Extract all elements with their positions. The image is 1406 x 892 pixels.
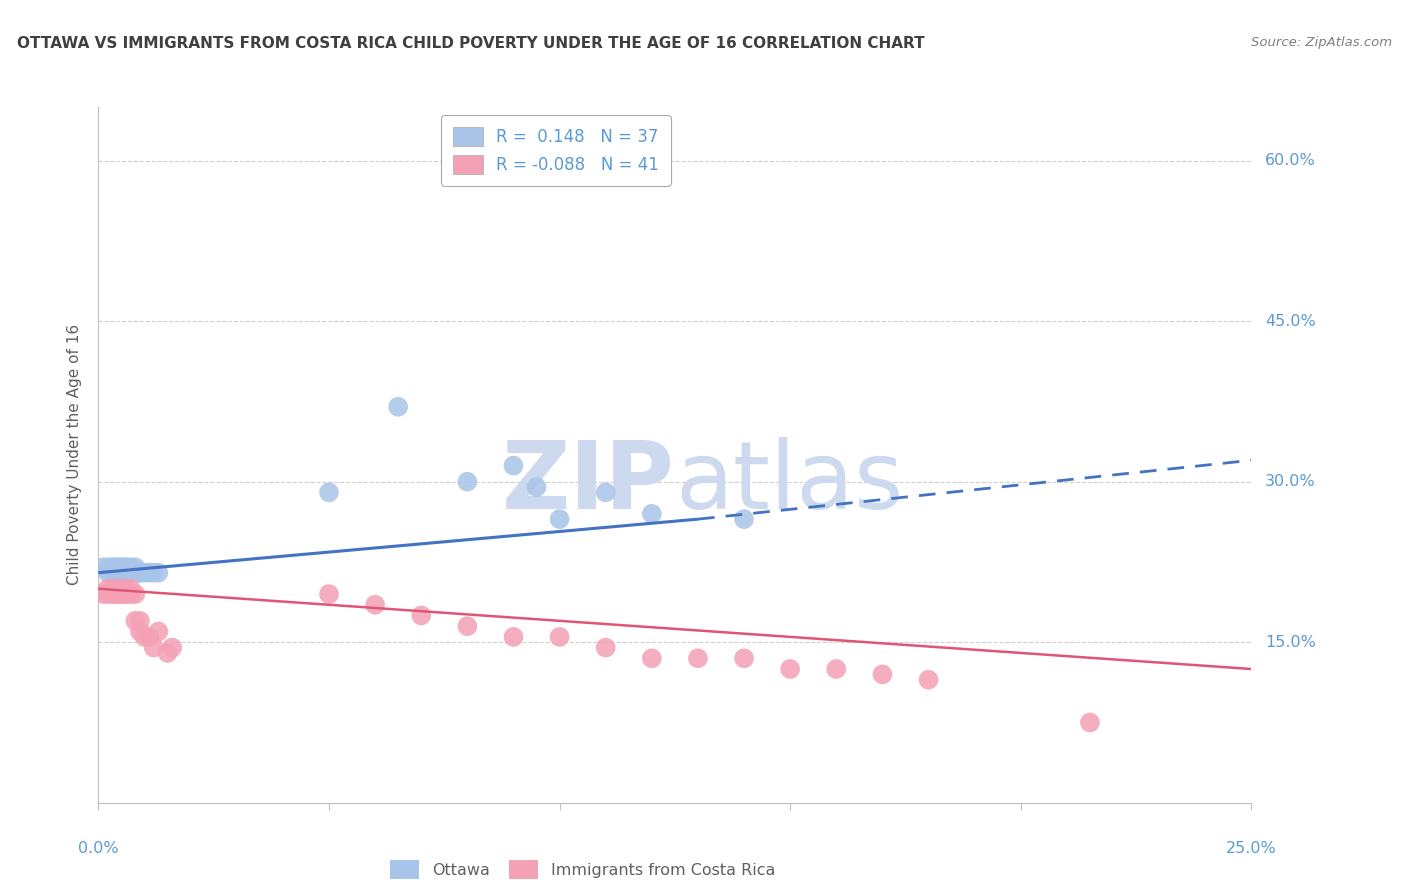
- Point: [110, 560, 132, 574]
- Point: [110, 587, 132, 601]
- Point: [160, 640, 183, 655]
- Point: [411, 608, 433, 623]
- Text: 15.0%: 15.0%: [1265, 635, 1316, 649]
- Point: [129, 614, 152, 628]
- Point: [142, 566, 165, 580]
- Point: [101, 560, 124, 574]
- Point: [97, 566, 120, 580]
- Point: [825, 662, 848, 676]
- Point: [120, 566, 142, 580]
- Point: [641, 507, 664, 521]
- Point: [387, 400, 409, 414]
- Point: [148, 624, 170, 639]
- Point: [1078, 715, 1101, 730]
- Point: [105, 560, 128, 574]
- Point: [120, 560, 142, 574]
- Point: [101, 582, 124, 596]
- Point: [733, 651, 755, 665]
- Text: atlas: atlas: [675, 437, 903, 529]
- Point: [148, 566, 170, 580]
- Text: 0.0%: 0.0%: [79, 841, 118, 856]
- Point: [142, 640, 165, 655]
- Point: [105, 560, 128, 574]
- Point: [595, 485, 617, 500]
- Text: ZIP: ZIP: [502, 437, 675, 529]
- Point: [156, 646, 179, 660]
- Point: [105, 582, 128, 596]
- Point: [124, 614, 146, 628]
- Point: [110, 560, 132, 574]
- Legend: Ottawa, Immigrants from Costa Rica: Ottawa, Immigrants from Costa Rica: [384, 854, 782, 885]
- Point: [318, 485, 340, 500]
- Point: [502, 630, 524, 644]
- Point: [105, 566, 128, 580]
- Point: [364, 598, 387, 612]
- Point: [101, 560, 124, 574]
- Point: [110, 566, 132, 580]
- Point: [97, 587, 120, 601]
- Point: [120, 582, 142, 596]
- Point: [318, 587, 340, 601]
- Point: [548, 630, 571, 644]
- Point: [105, 587, 128, 601]
- Point: [110, 587, 132, 601]
- Point: [502, 458, 524, 473]
- Point: [120, 587, 142, 601]
- Point: [138, 630, 160, 644]
- Point: [101, 587, 124, 601]
- Text: 60.0%: 60.0%: [1265, 153, 1316, 168]
- Point: [115, 566, 138, 580]
- Point: [110, 582, 132, 596]
- Point: [456, 475, 478, 489]
- Point: [115, 560, 138, 574]
- Point: [595, 640, 617, 655]
- Point: [872, 667, 894, 681]
- Text: OTTAWA VS IMMIGRANTS FROM COSTA RICA CHILD POVERTY UNDER THE AGE OF 16 CORRELATI: OTTAWA VS IMMIGRANTS FROM COSTA RICA CHI…: [17, 36, 925, 51]
- Point: [138, 566, 160, 580]
- Point: [526, 480, 548, 494]
- Point: [686, 651, 709, 665]
- Point: [115, 582, 138, 596]
- Text: 25.0%: 25.0%: [1226, 841, 1277, 856]
- Text: 30.0%: 30.0%: [1265, 475, 1316, 489]
- Point: [917, 673, 939, 687]
- Point: [115, 566, 138, 580]
- Point: [124, 566, 146, 580]
- Point: [101, 566, 124, 580]
- Point: [129, 566, 152, 580]
- Point: [110, 566, 132, 580]
- Point: [120, 566, 142, 580]
- Point: [548, 512, 571, 526]
- Point: [134, 630, 156, 644]
- Point: [641, 651, 664, 665]
- Point: [733, 512, 755, 526]
- Point: [97, 582, 120, 596]
- Point: [97, 560, 120, 574]
- Point: [779, 662, 801, 676]
- Point: [91, 587, 114, 601]
- Y-axis label: Child Poverty Under the Age of 16: Child Poverty Under the Age of 16: [67, 325, 83, 585]
- Point: [124, 560, 146, 574]
- Point: [129, 566, 152, 580]
- Point: [105, 587, 128, 601]
- Point: [129, 624, 152, 639]
- Text: Source: ZipAtlas.com: Source: ZipAtlas.com: [1251, 36, 1392, 49]
- Point: [115, 587, 138, 601]
- Point: [456, 619, 478, 633]
- Point: [124, 587, 146, 601]
- Point: [91, 560, 114, 574]
- Point: [115, 560, 138, 574]
- Point: [115, 587, 138, 601]
- Point: [134, 566, 156, 580]
- Text: 45.0%: 45.0%: [1265, 314, 1316, 328]
